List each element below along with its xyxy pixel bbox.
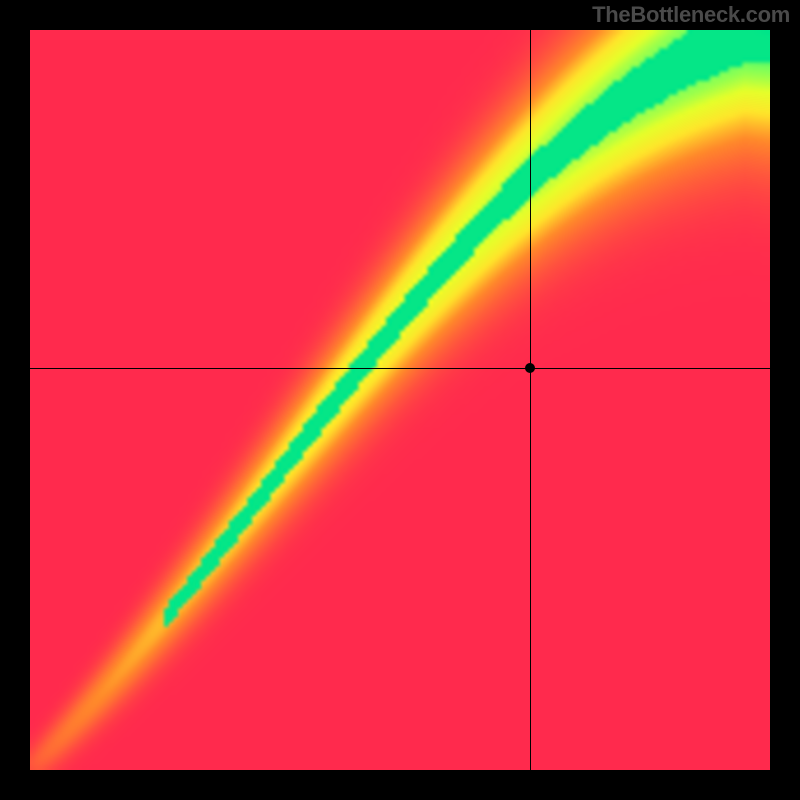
watermark-text: TheBottleneck.com — [592, 2, 790, 28]
crosshair-vertical — [530, 30, 531, 770]
heatmap-canvas — [30, 30, 770, 770]
crosshair-marker — [525, 363, 535, 373]
chart-container: TheBottleneck.com — [0, 0, 800, 800]
crosshair-horizontal — [30, 368, 770, 369]
